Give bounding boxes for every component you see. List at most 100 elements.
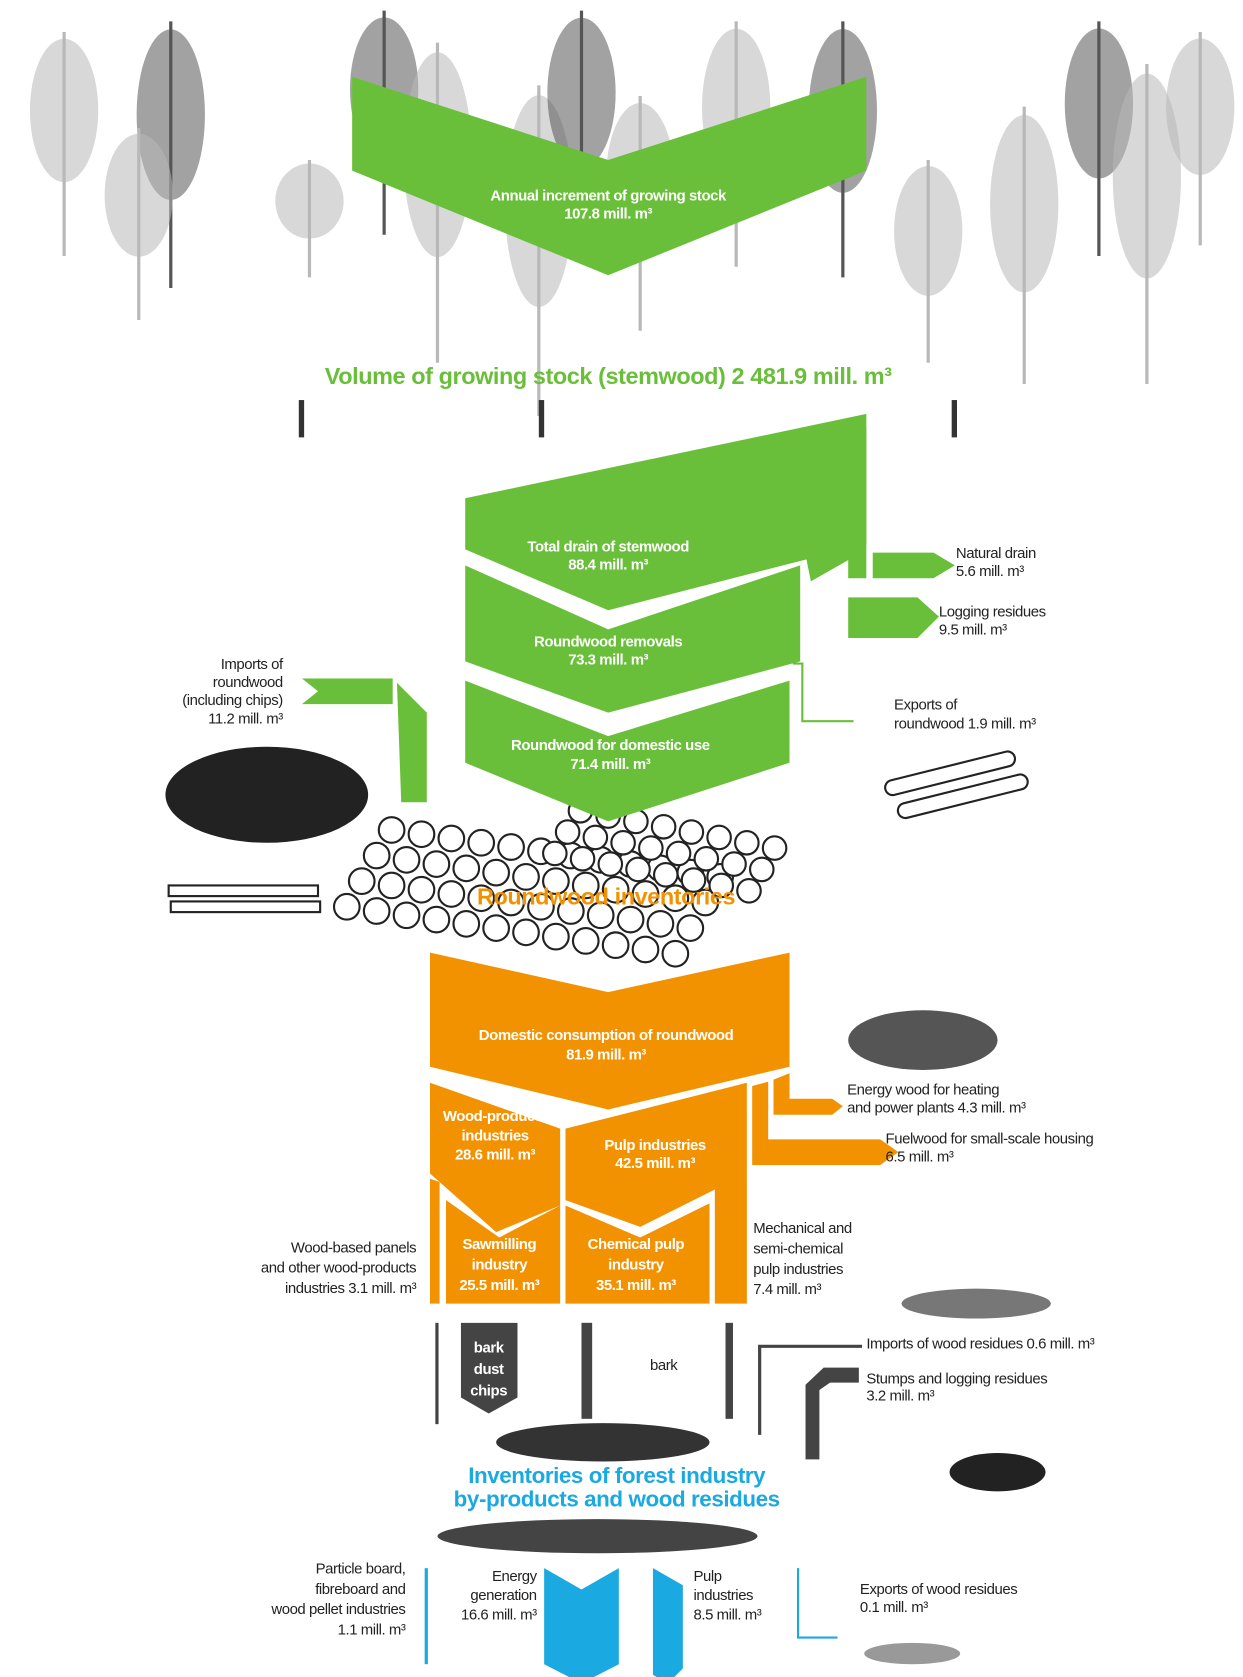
node-label: bark: [650, 1357, 678, 1374]
node-label: Logging residues: [939, 604, 1046, 621]
log: [582, 824, 609, 851]
node-label: Particle board,: [316, 1561, 406, 1578]
log: [601, 875, 630, 904]
mechanical-block: [714, 1173, 747, 1304]
node-label: (including chips): [182, 692, 283, 709]
node-label: 3.2 mill. m³: [866, 1388, 934, 1405]
node-label: 71.4 mill. m³: [570, 756, 650, 773]
tree-crown: [1166, 38, 1235, 175]
node-label: Roundwood removals: [534, 633, 682, 650]
log: [392, 845, 421, 874]
log: [610, 829, 636, 856]
tree-crown: [547, 17, 616, 168]
residue-pile: [496, 1423, 710, 1462]
natural-drain-arrow: [872, 552, 955, 579]
log: [706, 824, 732, 851]
tree-crown: [1112, 73, 1182, 279]
log: [422, 905, 451, 934]
node-label: Natural drain: [956, 545, 1036, 562]
node-label: Exports of wood residues: [860, 1581, 1017, 1598]
log: [691, 888, 720, 917]
residue-pile-lower: [437, 1519, 758, 1554]
node-label: 35.1 mill. m³: [596, 1277, 676, 1294]
log: [452, 854, 481, 883]
node-label: 42.5 mill. m³: [615, 1155, 695, 1172]
imports-bar: [396, 682, 427, 803]
blue-flows: [424, 1568, 838, 1677]
log: [693, 845, 720, 872]
log: [497, 888, 525, 917]
node-label: Roundwood for domestic use: [511, 737, 710, 754]
log: [646, 909, 675, 938]
log: [601, 931, 630, 960]
log: [736, 877, 762, 904]
node-label: Pulp industries: [604, 1137, 706, 1154]
log: [377, 816, 406, 844]
node-label: generation: [470, 1587, 536, 1604]
domestic-use-arrow: [465, 680, 790, 822]
log: [482, 858, 511, 887]
bark-arrow: [460, 1322, 518, 1414]
node-label: Sawmilling: [463, 1236, 537, 1253]
orange-flows: [430, 952, 899, 1304]
log: [734, 829, 760, 856]
log: [678, 819, 705, 845]
log: [392, 901, 421, 930]
log: [482, 914, 511, 942]
node-label: 88.4 mill. m³: [568, 557, 648, 574]
node-label: 11.2 mill. m³: [208, 710, 283, 727]
exported-logs: [896, 773, 1029, 820]
log: [665, 840, 692, 867]
consumption-arrow: [430, 952, 790, 1110]
log: [422, 850, 451, 878]
energy-wood-pile: [848, 1010, 998, 1070]
fuelwood-branch: [752, 1081, 899, 1165]
log: [452, 909, 481, 938]
chemical-block: [565, 1203, 710, 1304]
removals-arrow: [465, 565, 801, 713]
node-label: Volume of growing stock (stemwood) 2 481…: [325, 363, 892, 389]
mech-bar: [725, 1322, 733, 1419]
log: [571, 871, 600, 900]
log: [542, 922, 570, 951]
log: [571, 927, 600, 955]
log: [362, 841, 391, 870]
node-label: and power plants 4.3 mill. m³: [847, 1100, 1026, 1117]
trunk-stub: [951, 400, 958, 438]
log: [527, 892, 555, 921]
node-label: 0.1 mill. m³: [860, 1599, 928, 1616]
wood-products-arrow: [430, 1082, 561, 1233]
sawmilling-block: [446, 1200, 561, 1304]
log: [586, 901, 615, 930]
log: [650, 813, 677, 840]
export-residues: [864, 1642, 961, 1665]
log: [467, 828, 496, 857]
log: [512, 863, 540, 891]
node-label: pulp industries: [753, 1261, 843, 1278]
node-label: Annual increment of growing stock: [490, 188, 727, 205]
node-label: Wood-products: [443, 1108, 548, 1125]
node-label: 9.5 mill. m³: [939, 622, 1007, 639]
log: [497, 833, 525, 861]
tree-crown: [990, 115, 1059, 293]
chem-bar: [581, 1322, 593, 1419]
node-label: chips: [470, 1382, 507, 1399]
node-label: Chemical pulp: [588, 1236, 685, 1253]
grey-flows: [435, 1322, 863, 1554]
drain-arrow: [465, 413, 867, 611]
node-label: roundwood: [213, 674, 283, 691]
panels-line: [435, 1322, 439, 1425]
log: [625, 856, 651, 883]
node-label: 25.5 mill. m³: [459, 1277, 539, 1294]
log: [407, 875, 436, 904]
trunk-stub: [538, 400, 545, 438]
tree-crown: [29, 38, 99, 183]
log: [708, 872, 735, 899]
log: [467, 884, 496, 913]
imports-residues-line: [758, 1344, 863, 1435]
node-label: Mechanical and: [753, 1220, 852, 1237]
log: [437, 880, 466, 908]
trunk-stub: [298, 400, 305, 438]
node-label: industries 3.1 mill. m³: [285, 1280, 417, 1297]
